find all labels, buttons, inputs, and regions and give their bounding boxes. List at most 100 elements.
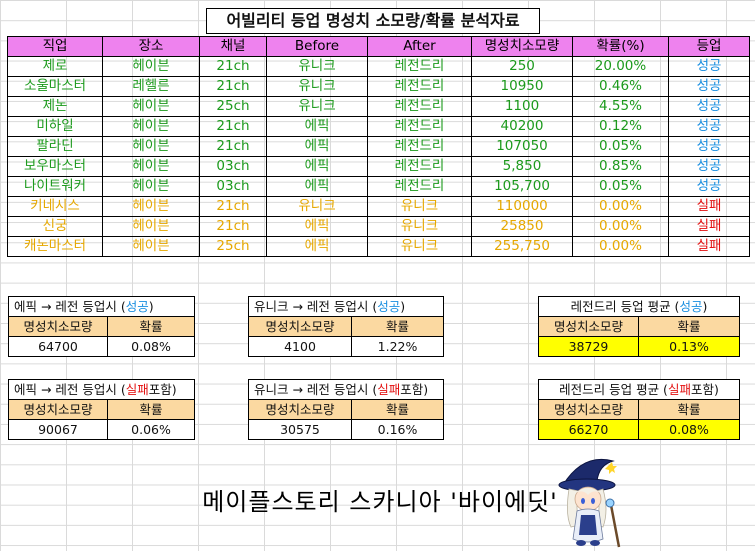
summary-prob-value: 0.08% <box>638 419 740 440</box>
column-header: 확률(%) <box>572 36 669 57</box>
summary-col-prob: 확률 <box>351 399 444 420</box>
summary-col-cost: 명성치소모량 <box>248 316 352 337</box>
cell-prob: 0.00% <box>572 196 669 217</box>
cell-after: 레전드리 <box>367 156 472 177</box>
cell-channel: 21ch <box>199 76 267 97</box>
cell-cost: 10950 <box>471 76 573 97</box>
summary-cost-value: 90067 <box>8 419 108 440</box>
summary-cost-value: 64700 <box>8 336 108 357</box>
summary-col-cost: 명성치소모량 <box>248 399 352 420</box>
cell-before: 에픽 <box>266 136 368 157</box>
summary-caption: 유니크 → 레전 등업시 (성공) <box>248 296 444 317</box>
cell-cost: 40200 <box>471 116 573 137</box>
summary-legend-average-with-fail: 레전드리 등업 평균 (실패포함) 명성치소모량 확률 66270 0.08% <box>538 379 740 440</box>
cell-before: 유니크 <box>266 96 368 117</box>
cell-prob: 0.00% <box>572 216 669 237</box>
cell-place: 레헬른 <box>102 76 200 97</box>
cell-job: 제논 <box>7 96 103 117</box>
table-row: 제로 헤이븐 21ch 유니크 레전드리 250 20.00% 성공 <box>7 56 750 77</box>
cell-prob: 0.46% <box>572 76 669 97</box>
summary-caption: 레전드리 등업 평균 (실패포함) <box>538 379 740 400</box>
summary-legend-average-success: 레전드리 등업 평균 (성공) 명성치소모량 확률 38729 0.13% <box>538 296 740 357</box>
cell-before: 유니크 <box>266 196 368 217</box>
cell-after: 유니크 <box>367 196 472 217</box>
cell-cost: 5,850 <box>471 156 573 177</box>
summary-col-cost: 명성치소모량 <box>538 316 639 337</box>
cell-before: 에픽 <box>266 116 368 137</box>
cell-cost: 110000 <box>471 196 573 217</box>
summary-cost-value: 38729 <box>538 336 639 357</box>
table-row: 보우마스터 헤이븐 03ch 에픽 레전드리 5,850 0.85% 성공 <box>7 156 750 177</box>
cell-cost: 250 <box>471 56 573 77</box>
cell-prob: 4.55% <box>572 96 669 117</box>
cell-result: 성공 <box>668 116 750 137</box>
cell-prob: 0.05% <box>572 136 669 157</box>
cell-place: 헤이븐 <box>102 56 200 77</box>
summary-cost-value: 30575 <box>248 419 352 440</box>
cell-result: 성공 <box>668 136 750 157</box>
cell-channel: 25ch <box>199 96 267 117</box>
cell-result: 성공 <box>668 176 750 197</box>
table-row: 제논 헤이븐 25ch 유니크 레전드리 1100 4.55% 성공 <box>7 96 750 117</box>
cell-job: 미하일 <box>7 116 103 137</box>
summary-cost-value: 4100 <box>248 336 352 357</box>
cell-channel: 03ch <box>199 176 267 197</box>
summary-cost-value: 66270 <box>538 419 639 440</box>
cell-place: 헤이븐 <box>102 96 200 117</box>
cell-job: 신궁 <box>7 216 103 237</box>
cell-result: 성공 <box>668 76 750 97</box>
cell-cost: 107050 <box>471 136 573 157</box>
main-table: 직업 장소 채널 Before After 명성치소모량 확률(%) 등업 제로 헤이븐 21ch 유… <box>7 36 750 257</box>
column-header: 채널 <box>199 36 267 57</box>
cell-result: 실패 <box>668 216 750 237</box>
cell-cost: 1100 <box>471 96 573 117</box>
table-row: 신궁 헤이븐 21ch 에픽 유니크 25850 0.00% 실패 <box>7 216 750 237</box>
summary-caption: 유니크 → 레전 등업시 (실패포함) <box>248 379 444 400</box>
column-header: Before <box>266 36 368 57</box>
cell-before: 유니크 <box>266 76 368 97</box>
cell-cost: 255,750 <box>471 236 573 257</box>
cell-before: 유니크 <box>266 56 368 77</box>
column-header: 등업 <box>668 36 750 57</box>
table-row: 키네시스 헤이븐 21ch 유니크 유니크 110000 0.00% 실패 <box>7 196 750 217</box>
summary-prob-value: 0.06% <box>107 419 195 440</box>
cell-channel: 21ch <box>199 136 267 157</box>
column-header: After <box>367 36 472 57</box>
summary-col-prob: 확률 <box>107 399 195 420</box>
cell-channel: 21ch <box>199 56 267 77</box>
cell-result: 성공 <box>668 96 750 117</box>
cell-place: 헤이븐 <box>102 236 200 257</box>
summary-caption: 에픽 → 레전 등업시 (성공) <box>8 296 195 317</box>
header-row: 직업 장소 채널 Before After 명성치소모량 확률(%) 등업 <box>7 36 750 57</box>
table-row: 나이트워커 헤이븐 03ch 에픽 레전드리 105,700 0.05% 성공 <box>7 176 750 197</box>
cell-job: 소울마스터 <box>7 76 103 97</box>
summary-col-prob: 확률 <box>107 316 195 337</box>
cell-after: 레전드리 <box>367 56 472 77</box>
cell-prob: 0.12% <box>572 116 669 137</box>
cell-job: 캐논마스터 <box>7 236 103 257</box>
cell-channel: 25ch <box>199 236 267 257</box>
summary-prob-value: 0.08% <box>107 336 195 357</box>
summary-caption: 에픽 → 레전 등업시 (실패포함) <box>8 379 195 400</box>
page-title: 어빌리티 등업 명성치 소모량/확률 분석자료 <box>206 8 540 34</box>
table-row: 미하일 헤이븐 21ch 에픽 레전드리 40200 0.12% 성공 <box>7 116 750 137</box>
cell-channel: 03ch <box>199 156 267 177</box>
cell-before: 에픽 <box>266 156 368 177</box>
summary-col-cost: 명성치소모량 <box>8 316 108 337</box>
cell-after: 레전드리 <box>367 76 472 97</box>
cell-cost: 25850 <box>471 216 573 237</box>
cell-prob: 0.00% <box>572 236 669 257</box>
cell-place: 헤이븐 <box>102 136 200 157</box>
cell-job: 팔라딘 <box>7 136 103 157</box>
cell-cost: 105,700 <box>471 176 573 197</box>
summary-prob-value: 1.22% <box>351 336 444 357</box>
column-header: 직업 <box>7 36 103 57</box>
cell-result: 실패 <box>668 196 750 217</box>
footer-signature: 메이플스토리 스카니아 '바이에딧' <box>202 488 558 516</box>
column-header: 장소 <box>102 36 200 57</box>
table-row: 캐논마스터 헤이븐 25ch 에픽 유니크 255,750 0.00% 실패 <box>7 236 750 257</box>
cell-job: 보우마스터 <box>7 156 103 177</box>
summary-col-prob: 확률 <box>638 399 740 420</box>
cell-channel: 21ch <box>199 116 267 137</box>
cell-result: 성공 <box>668 156 750 177</box>
